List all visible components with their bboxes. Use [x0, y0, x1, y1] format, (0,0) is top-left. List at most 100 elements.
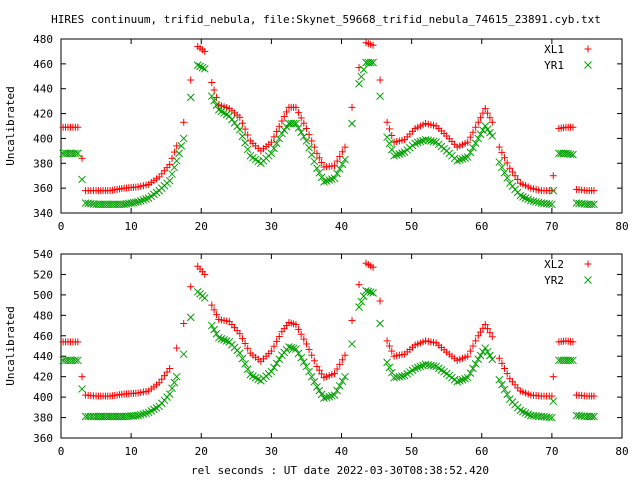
data-point-d2 [569, 150, 577, 159]
data-point-d2 [341, 372, 349, 381]
data-point [587, 412, 596, 421]
data-point-d2 [503, 174, 512, 182]
data-point-d2 [317, 390, 326, 399]
data-point [369, 41, 377, 49]
data-point [297, 128, 306, 137]
data-point [238, 354, 247, 363]
data-point [519, 407, 527, 416]
data-point [503, 159, 511, 167]
data-point-d2 [139, 410, 148, 418]
y-tick-label: 340 [33, 207, 53, 220]
data-point-d2 [469, 143, 477, 152]
data-point [175, 149, 183, 158]
data-point-d2 [275, 355, 284, 364]
data-point [486, 351, 494, 360]
data-point [453, 156, 462, 165]
data-point-d2 [348, 119, 356, 128]
data-point [479, 126, 487, 134]
data-point-d2 [355, 303, 363, 312]
plot-title: HIRES continuum, trifid_nebula, file:Sky… [51, 13, 601, 26]
data-point [278, 117, 286, 125]
data-point-d2 [251, 155, 260, 164]
data-point-d2 [476, 351, 485, 360]
data-point [193, 61, 202, 69]
data-point [481, 105, 489, 113]
data-point-d2 [333, 386, 341, 395]
data-point [78, 373, 86, 381]
data-point [208, 301, 216, 309]
data-point-d2 [483, 125, 492, 134]
y-axis-label: Uncalibrated [4, 86, 17, 165]
data-point-d2 [230, 119, 239, 127]
data-point [338, 160, 347, 169]
data-point [514, 175, 522, 183]
data-point [201, 270, 209, 278]
data-point [317, 390, 326, 399]
data-point [495, 354, 503, 362]
data-point [267, 149, 276, 158]
data-point-d2 [305, 367, 313, 376]
data-point-d2 [136, 197, 145, 205]
data-point [398, 149, 406, 157]
data-point [307, 150, 316, 159]
data-point [385, 125, 393, 133]
data-point [357, 297, 366, 306]
data-point [503, 174, 512, 182]
data-point [483, 347, 492, 356]
data-point-d2 [390, 373, 398, 382]
data-point-d2 [299, 358, 308, 366]
data-point-d2 [267, 149, 276, 158]
data-point-d2 [172, 156, 181, 165]
data-point [180, 320, 188, 328]
data-point [313, 383, 321, 391]
data-point-d2 [233, 122, 242, 131]
data-point-d2 [498, 380, 506, 389]
data-point-d2 [320, 394, 328, 402]
data-point-d2 [322, 177, 331, 185]
data-point-d2 [416, 137, 425, 146]
data-point-d2 [198, 63, 207, 72]
data-point [466, 369, 475, 377]
legend-marker [584, 260, 592, 268]
data-point-d2 [476, 130, 485, 139]
data-point [270, 133, 278, 141]
data-point [516, 406, 525, 415]
data-point [498, 163, 506, 172]
data-point [416, 137, 425, 146]
data-point-d2 [432, 362, 441, 371]
data-point [413, 363, 422, 372]
data-point-d2 [500, 385, 509, 394]
data-point-d2 [267, 367, 276, 376]
data-point [469, 143, 477, 152]
x-tick-label: 20 [195, 445, 208, 458]
data-point-d2 [207, 92, 216, 101]
data-point [335, 165, 344, 173]
data-point [488, 333, 496, 341]
data-point-d2 [170, 163, 179, 172]
data-point [500, 385, 509, 394]
data-point [297, 330, 305, 338]
data-point [325, 176, 334, 184]
data-point-d2 [272, 359, 281, 368]
data-point [270, 342, 278, 350]
y-tick-label: 460 [33, 58, 53, 71]
data-point-d2 [395, 372, 404, 381]
data-point-d2 [366, 288, 375, 297]
data-point-d2 [392, 151, 401, 159]
data-point [315, 168, 324, 177]
data-point-d2 [338, 377, 347, 386]
data-point [241, 339, 249, 347]
data-point-d2 [357, 72, 366, 81]
data-point [241, 125, 249, 133]
data-point [222, 337, 231, 345]
data-point [364, 287, 373, 296]
data-point [186, 313, 195, 322]
data-point-d2 [289, 344, 298, 353]
data-point [458, 155, 467, 163]
series-YR2 [59, 286, 598, 422]
data-point [283, 108, 291, 116]
data-point-d2 [214, 105, 223, 114]
data-point-d2 [302, 362, 311, 371]
data-point [270, 363, 278, 372]
data-point-d2 [243, 365, 252, 374]
